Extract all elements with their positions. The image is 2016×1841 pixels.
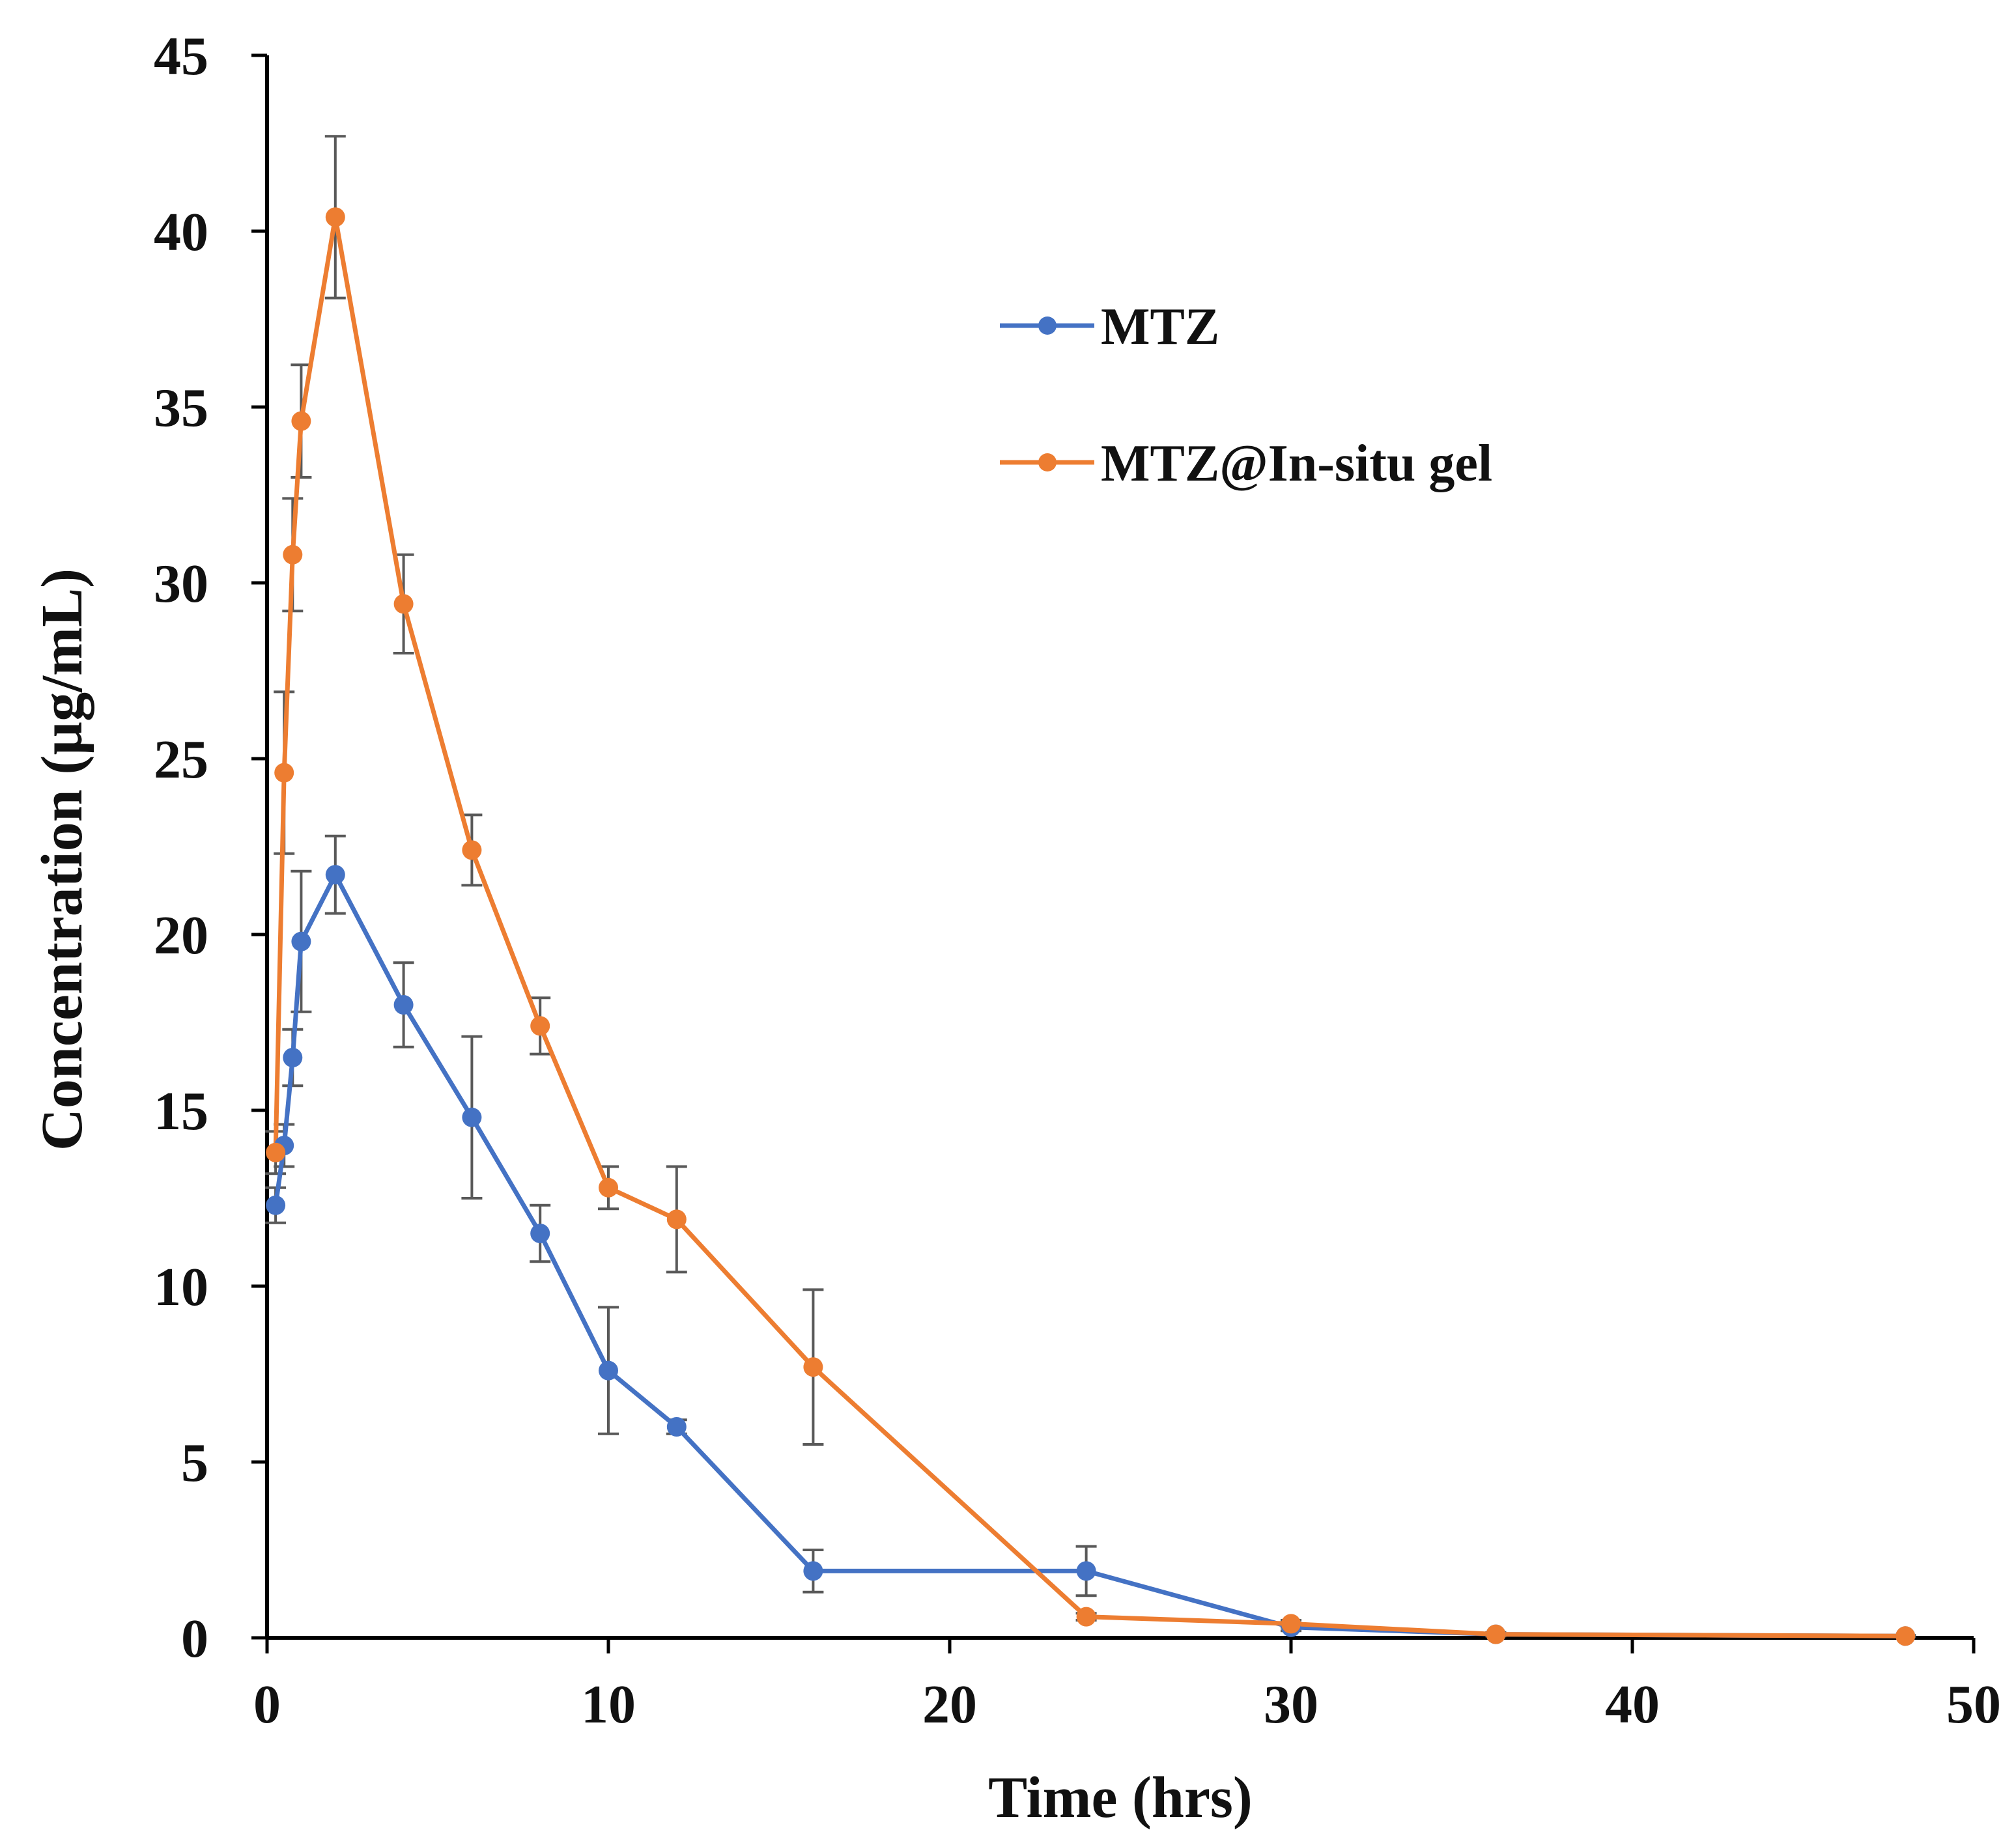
error-bars <box>265 135 1916 1638</box>
x-tick-label: 50 <box>1946 1674 2001 1735</box>
data-point <box>325 865 345 885</box>
y-tick-label: 45 <box>154 26 208 87</box>
y-tick-label: 25 <box>154 729 208 790</box>
data-point <box>803 1357 823 1377</box>
data-point <box>1076 1607 1096 1627</box>
series-line-1 <box>273 214 1906 1638</box>
legend-marker-mtz <box>1038 316 1057 335</box>
legend-label-mtz-insitu-gel: MTZ@In-situ gel <box>1101 435 1492 492</box>
x-axis-title: Time (hrs) <box>988 1765 1253 1830</box>
data-point <box>666 1417 687 1437</box>
data-point <box>291 411 311 431</box>
data-point <box>462 840 482 860</box>
data-point <box>283 544 303 565</box>
x-tick-label: 10 <box>581 1674 636 1735</box>
data-point <box>530 1016 550 1036</box>
data-point <box>1281 1614 1301 1634</box>
data-point <box>291 931 311 951</box>
x-ticks: 0 10 20 30 40 50 <box>253 1638 2001 1735</box>
y-tick-label: 5 <box>181 1433 208 1493</box>
data-point <box>530 1224 550 1243</box>
data-point <box>283 1048 303 1067</box>
x-tick-label: 40 <box>1605 1674 1660 1735</box>
data-point <box>599 1360 618 1381</box>
legend-item-mtz: MTZ <box>1000 298 1219 356</box>
y-tick-label: 35 <box>154 378 208 438</box>
y-tick-label: 10 <box>154 1257 208 1317</box>
data-point <box>803 1561 823 1581</box>
y-tick-label: 40 <box>154 202 208 262</box>
x-tick-label: 0 <box>253 1674 281 1735</box>
data-point <box>393 594 414 614</box>
data-point <box>599 1177 618 1198</box>
data-point <box>666 1209 687 1230</box>
legend: MTZ MTZ@In-situ gel <box>1000 298 1492 492</box>
y-tick-label: 30 <box>154 554 208 614</box>
series-line-0 <box>273 872 1906 1638</box>
y-tick-label: 15 <box>154 1081 208 1142</box>
y-axis-title: Concentration (µg/mL) <box>30 569 94 1151</box>
y-ticks: 0 5 10 15 20 25 30 35 40 45 <box>154 26 267 1669</box>
legend-marker-mtz-insitu-gel <box>1038 453 1057 471</box>
y-tick-label: 0 <box>181 1609 208 1669</box>
data-point <box>274 763 294 783</box>
data-point <box>325 207 345 227</box>
axes <box>265 55 1974 1640</box>
data-point <box>1895 1626 1916 1646</box>
data-point <box>266 1195 286 1215</box>
x-tick-label: 20 <box>922 1674 977 1735</box>
series-markers <box>266 207 1916 1646</box>
y-tick-label: 20 <box>154 905 208 966</box>
legend-label-mtz: MTZ <box>1101 298 1219 356</box>
data-point <box>462 1107 482 1127</box>
x-tick-label: 30 <box>1264 1674 1318 1735</box>
data-point <box>1486 1624 1506 1644</box>
data-point <box>1076 1561 1096 1581</box>
data-point <box>393 995 414 1015</box>
series-lines <box>273 214 1906 1638</box>
data-point <box>266 1142 286 1162</box>
legend-item-mtz-insitu-gel: MTZ@In-situ gel <box>1000 435 1492 492</box>
